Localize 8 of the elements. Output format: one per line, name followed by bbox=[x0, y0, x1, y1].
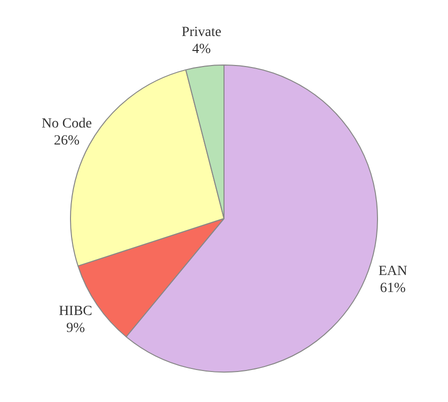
data-label: 9% bbox=[66, 321, 86, 336]
slice-label: HIBC bbox=[58, 304, 92, 320]
slice-label: EAN bbox=[378, 264, 408, 279]
data-label: 61% bbox=[380, 280, 406, 296]
data-label: 4% bbox=[192, 42, 212, 58]
data-label: 26% bbox=[54, 134, 80, 149]
slice-label: No Code bbox=[42, 116, 92, 132]
slice-label: Private bbox=[182, 25, 222, 40]
